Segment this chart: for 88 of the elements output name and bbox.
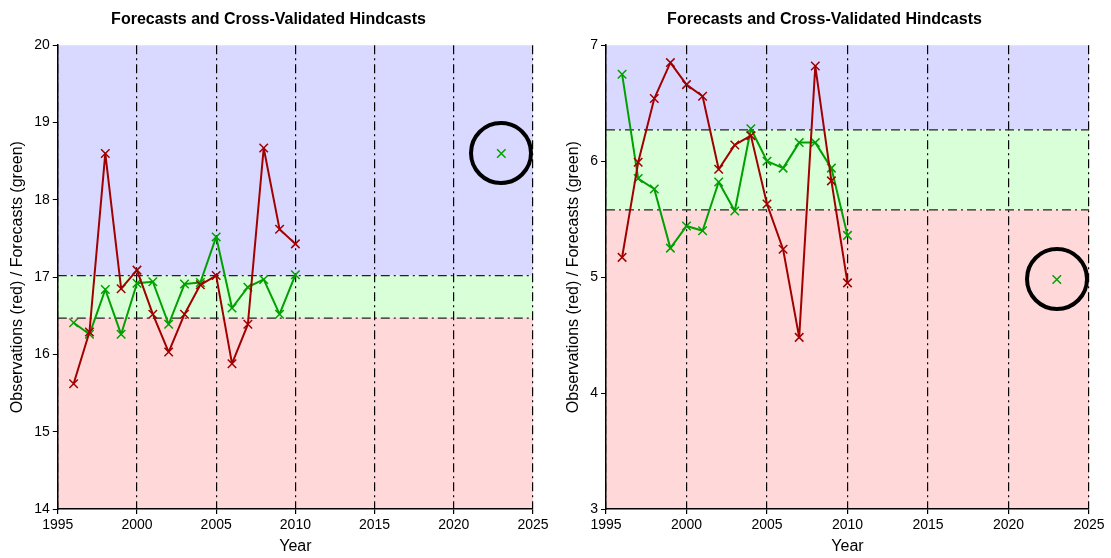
point [163, 347, 174, 358]
point [665, 57, 676, 68]
point [665, 243, 676, 254]
y-tick-label: 19 [34, 113, 50, 130]
point [729, 139, 740, 150]
point [100, 148, 111, 159]
y-tick-label: 16 [34, 345, 50, 362]
y-tick-label: 15 [34, 422, 50, 439]
point [274, 224, 285, 235]
y-tick-label: 17 [34, 267, 50, 284]
point [617, 69, 628, 80]
y-tick-label: 4 [590, 383, 599, 400]
point [842, 230, 853, 241]
x-axis-title: Year [831, 536, 865, 554]
point [242, 319, 253, 330]
x-tick-label: 2010 [831, 516, 864, 533]
point [794, 332, 805, 343]
y-axis-title: Observations (red) / Forecasts (green) [564, 141, 582, 414]
y-tick-label: 20 [34, 36, 50, 53]
x-tick-label: 2015 [359, 516, 391, 533]
point [131, 278, 142, 289]
point [649, 93, 660, 104]
point [729, 206, 740, 216]
point [116, 329, 127, 340]
point [697, 225, 708, 236]
point [745, 123, 756, 134]
point [810, 61, 821, 72]
point [842, 277, 853, 288]
point [179, 279, 190, 290]
point [713, 177, 724, 188]
y-tick-label: 14 [34, 499, 50, 516]
point [242, 282, 253, 293]
x-tick-label: 2025 [1073, 516, 1105, 533]
point [147, 309, 158, 320]
point [163, 319, 174, 330]
point [68, 378, 79, 389]
point [68, 317, 79, 328]
point [810, 137, 821, 148]
point [633, 173, 644, 184]
x-tick-label: 2010 [279, 516, 312, 533]
x-tick-label: 2015 [912, 516, 944, 533]
y-tick-label: 3 [590, 499, 599, 516]
x-tick-label: 2020 [992, 516, 1025, 533]
point [794, 137, 805, 148]
x-tick-label: 1995 [42, 516, 74, 533]
x-tick-label: 2000 [670, 516, 703, 533]
point [826, 175, 837, 186]
point [649, 183, 660, 194]
point [100, 284, 111, 295]
x-tick-label: 1995 [590, 516, 622, 533]
point [778, 244, 789, 255]
point [762, 156, 772, 167]
x-tick-label: 2005 [200, 516, 232, 533]
point [131, 265, 142, 276]
point [179, 309, 190, 320]
y-tick-label: 5 [590, 267, 599, 284]
point [617, 252, 628, 263]
point [713, 164, 724, 175]
point [227, 303, 238, 314]
point [258, 143, 269, 153]
point [211, 270, 222, 281]
x-tick-label: 2005 [751, 516, 783, 533]
y-tick-label: 18 [34, 190, 50, 207]
point [826, 163, 837, 174]
x-tick-label: 2025 [517, 516, 549, 533]
point [762, 199, 772, 210]
y-axis-title: Observations (red) / Forecasts (green) [8, 141, 26, 414]
point [745, 130, 756, 141]
chart-title: Forecasts and Cross-Validated Hindcasts [111, 10, 426, 28]
point [258, 274, 269, 285]
point [681, 221, 692, 232]
point [633, 157, 644, 168]
point [778, 163, 789, 174]
chart-title: Forecasts and Cross-Validated Hindcasts [667, 10, 982, 28]
y-tick-label: 6 [590, 152, 599, 169]
x-tick-label: 2020 [438, 516, 470, 533]
point [681, 79, 692, 90]
point [116, 283, 127, 294]
point [227, 358, 238, 369]
point [147, 276, 158, 287]
point [274, 309, 285, 320]
point [290, 238, 301, 249]
y-tick-label: 7 [590, 36, 599, 53]
point [697, 91, 708, 102]
point [290, 269, 301, 280]
x-axis-title: Year [279, 536, 313, 554]
x-tick-label: 2000 [121, 516, 153, 533]
point [211, 231, 222, 242]
